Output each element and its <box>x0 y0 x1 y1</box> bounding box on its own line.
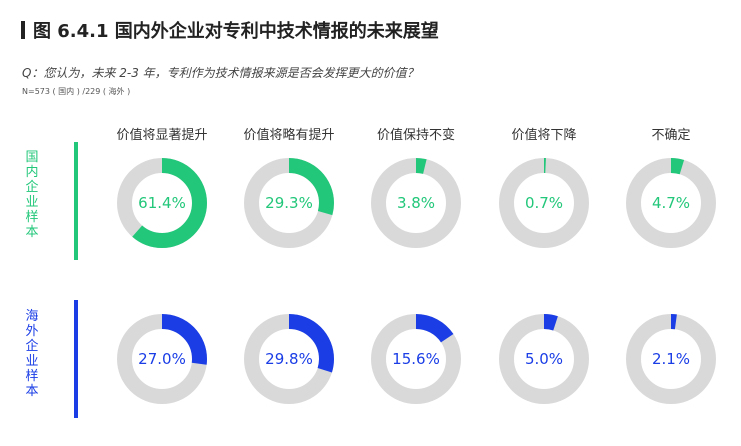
donut-chart: 3.8% <box>371 158 461 248</box>
donut-chart: 15.6% <box>371 314 461 404</box>
chart-title: 图 6.4.1 国内外企业对专利中技术情报的未来展望 <box>33 21 439 42</box>
column-header: 价值保持不变 <box>376 128 455 143</box>
donut-value-label: 29.8% <box>265 350 313 368</box>
donut-chart: 2.1% <box>626 314 716 404</box>
donut-value-label: 29.3% <box>265 194 313 212</box>
donut-chart: 61.4% <box>117 158 207 248</box>
donut-value-arc <box>244 314 334 404</box>
donut-value-arc <box>117 314 207 404</box>
donut-value-arc <box>371 158 461 248</box>
donut-value-label: 15.6% <box>392 350 440 368</box>
group-label: 海外企业样本 <box>25 309 39 399</box>
donut-chart: 27.0% <box>117 314 207 404</box>
donut-value-label: 27.0% <box>138 350 186 368</box>
donut-value-label: 2.1% <box>652 350 690 368</box>
group-bar <box>74 300 78 418</box>
sample-size-note: N=573 ( 国内 ) /229 ( 海外 ) <box>22 87 131 96</box>
column-header: 价值将显著提升 <box>116 128 208 143</box>
donut-value-arc <box>371 314 461 404</box>
group-label: 国内企业样本 <box>25 150 39 240</box>
donut-value-label: 4.7% <box>652 194 690 212</box>
column-header: 价值将略有提升 <box>243 128 335 143</box>
donut-value-arc <box>626 314 716 404</box>
group-bar <box>74 142 78 260</box>
column-header: 价值将下降 <box>511 128 577 143</box>
title-accent-bar <box>21 21 25 39</box>
donut-value-arc <box>117 158 207 248</box>
donut-chart: 4.7% <box>626 158 716 248</box>
donut-value-arc <box>499 314 589 404</box>
donut-chart: 5.0% <box>499 314 589 404</box>
donut-chart: 29.3% <box>244 158 334 248</box>
donut-value-label: 3.8% <box>397 194 435 212</box>
column-header: 不确定 <box>651 128 691 143</box>
donut-value-label: 5.0% <box>525 350 563 368</box>
donut-value-label: 0.7% <box>525 194 563 212</box>
donut-value-arc <box>499 158 589 248</box>
donut-value-arc <box>626 158 716 248</box>
donut-chart: 0.7% <box>499 158 589 248</box>
donut-value-label: 61.4% <box>138 194 186 212</box>
donut-chart: 29.8% <box>244 314 334 404</box>
survey-question: Q：您认为，未来 2-3 年，专利作为技术情报来源是否会发挥更大的价值？ <box>22 66 419 80</box>
donut-value-arc <box>244 158 334 248</box>
